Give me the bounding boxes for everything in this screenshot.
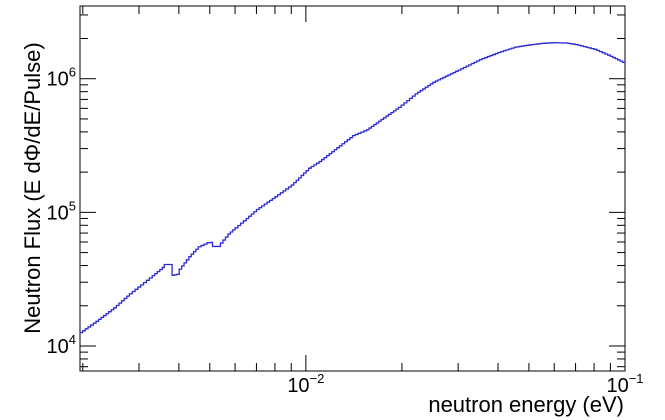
flux-series-line bbox=[80, 42, 626, 334]
tick-marks bbox=[80, 6, 626, 371]
x-axis-label: neutron energy (eV) bbox=[428, 392, 624, 417]
plot-frame bbox=[79, 5, 626, 372]
x-tick-label: 10−2 bbox=[287, 371, 324, 397]
y-axis-label: Neutron Flux (E dΦ/dE/Pulse) bbox=[20, 42, 45, 333]
y-tick-label: 105 bbox=[47, 198, 76, 224]
x-tick-label: 10−1 bbox=[606, 371, 643, 397]
y-tick-label: 104 bbox=[47, 332, 76, 358]
y-tick-label: 106 bbox=[47, 65, 76, 91]
tick-labels: 10−2 10−1 104 105 106 bbox=[47, 65, 644, 397]
